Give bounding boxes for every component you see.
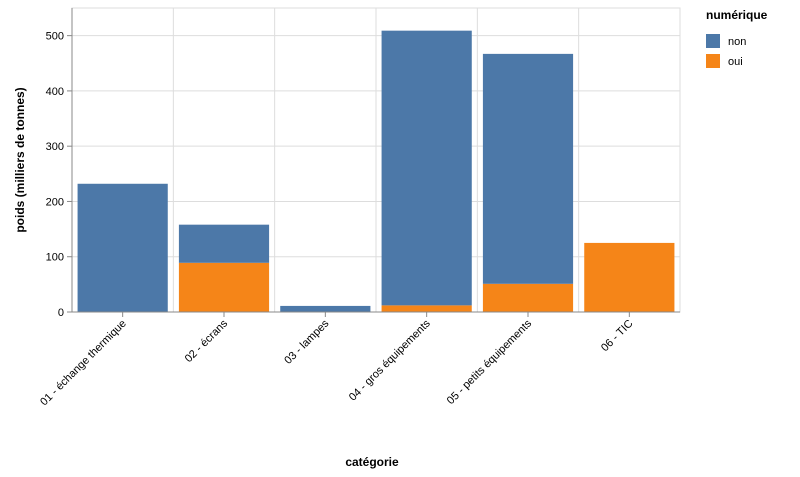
legend-swatch	[706, 54, 720, 68]
y-tick-label: 200	[46, 196, 64, 208]
bar-segment	[178, 224, 270, 263]
x-tick-label: 06 - TIC	[599, 318, 635, 354]
y-axis-title: poids (milliers de tonnes)	[13, 87, 27, 232]
x-tick-label: 04 - gros équipements	[347, 317, 433, 403]
legend-label: non	[728, 36, 746, 48]
y-tick-label: 500	[46, 31, 64, 43]
y-tick-label: 300	[46, 141, 64, 153]
bar-segment	[584, 242, 675, 312]
bar-segment	[381, 30, 472, 306]
x-tick-label: 02 - écrans	[183, 317, 231, 365]
bar-segment	[77, 183, 168, 312]
bar-segment	[482, 53, 574, 284]
x-tick-label: 03 - lampes	[282, 317, 331, 366]
legend-swatch	[706, 34, 720, 48]
y-tick-label: 100	[46, 252, 64, 264]
bar-segment	[178, 262, 270, 312]
y-tick-label: 0	[58, 307, 64, 319]
legend-title: numérique	[706, 8, 768, 22]
bar-segment	[280, 305, 371, 312]
x-tick-label: 05 - petits équipements	[445, 317, 535, 407]
bar-segment	[482, 283, 574, 312]
y-tick-label: 400	[46, 86, 64, 98]
bar-segment	[381, 305, 472, 312]
x-tick-label: 01 - échange thermique	[38, 318, 129, 409]
x-axis-title: catégorie	[345, 455, 399, 469]
legend-label: oui	[728, 56, 743, 68]
